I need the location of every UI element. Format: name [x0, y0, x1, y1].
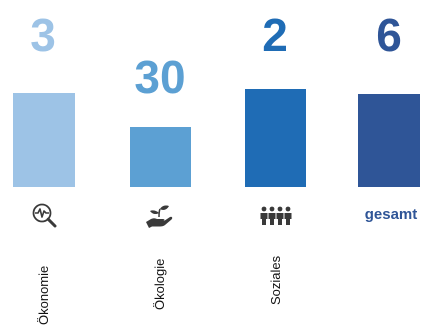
- bar-soziales: [245, 89, 306, 187]
- category-label-soziales: Soziales: [268, 255, 283, 305]
- people-group-icon: [260, 206, 292, 225]
- category-label-oekologie: Ökologie: [152, 258, 167, 310]
- value-label-oekologie: 30: [134, 51, 186, 103]
- category-label-gesamt: gesamt: [364, 206, 418, 223]
- magnifier-pulse-icon: [32, 203, 57, 228]
- bar-oekologie: [130, 127, 191, 187]
- category-label-oekonomie: Ökonomie: [36, 265, 51, 325]
- value-label-oekonomie: 3: [30, 9, 56, 61]
- bar-gesamt: [358, 94, 420, 187]
- hand-plant-icon: [146, 205, 173, 228]
- value-label-gesamt: 6: [376, 9, 402, 61]
- bar-oekonomie: [13, 93, 75, 187]
- value-label-soziales: 2: [262, 9, 288, 61]
